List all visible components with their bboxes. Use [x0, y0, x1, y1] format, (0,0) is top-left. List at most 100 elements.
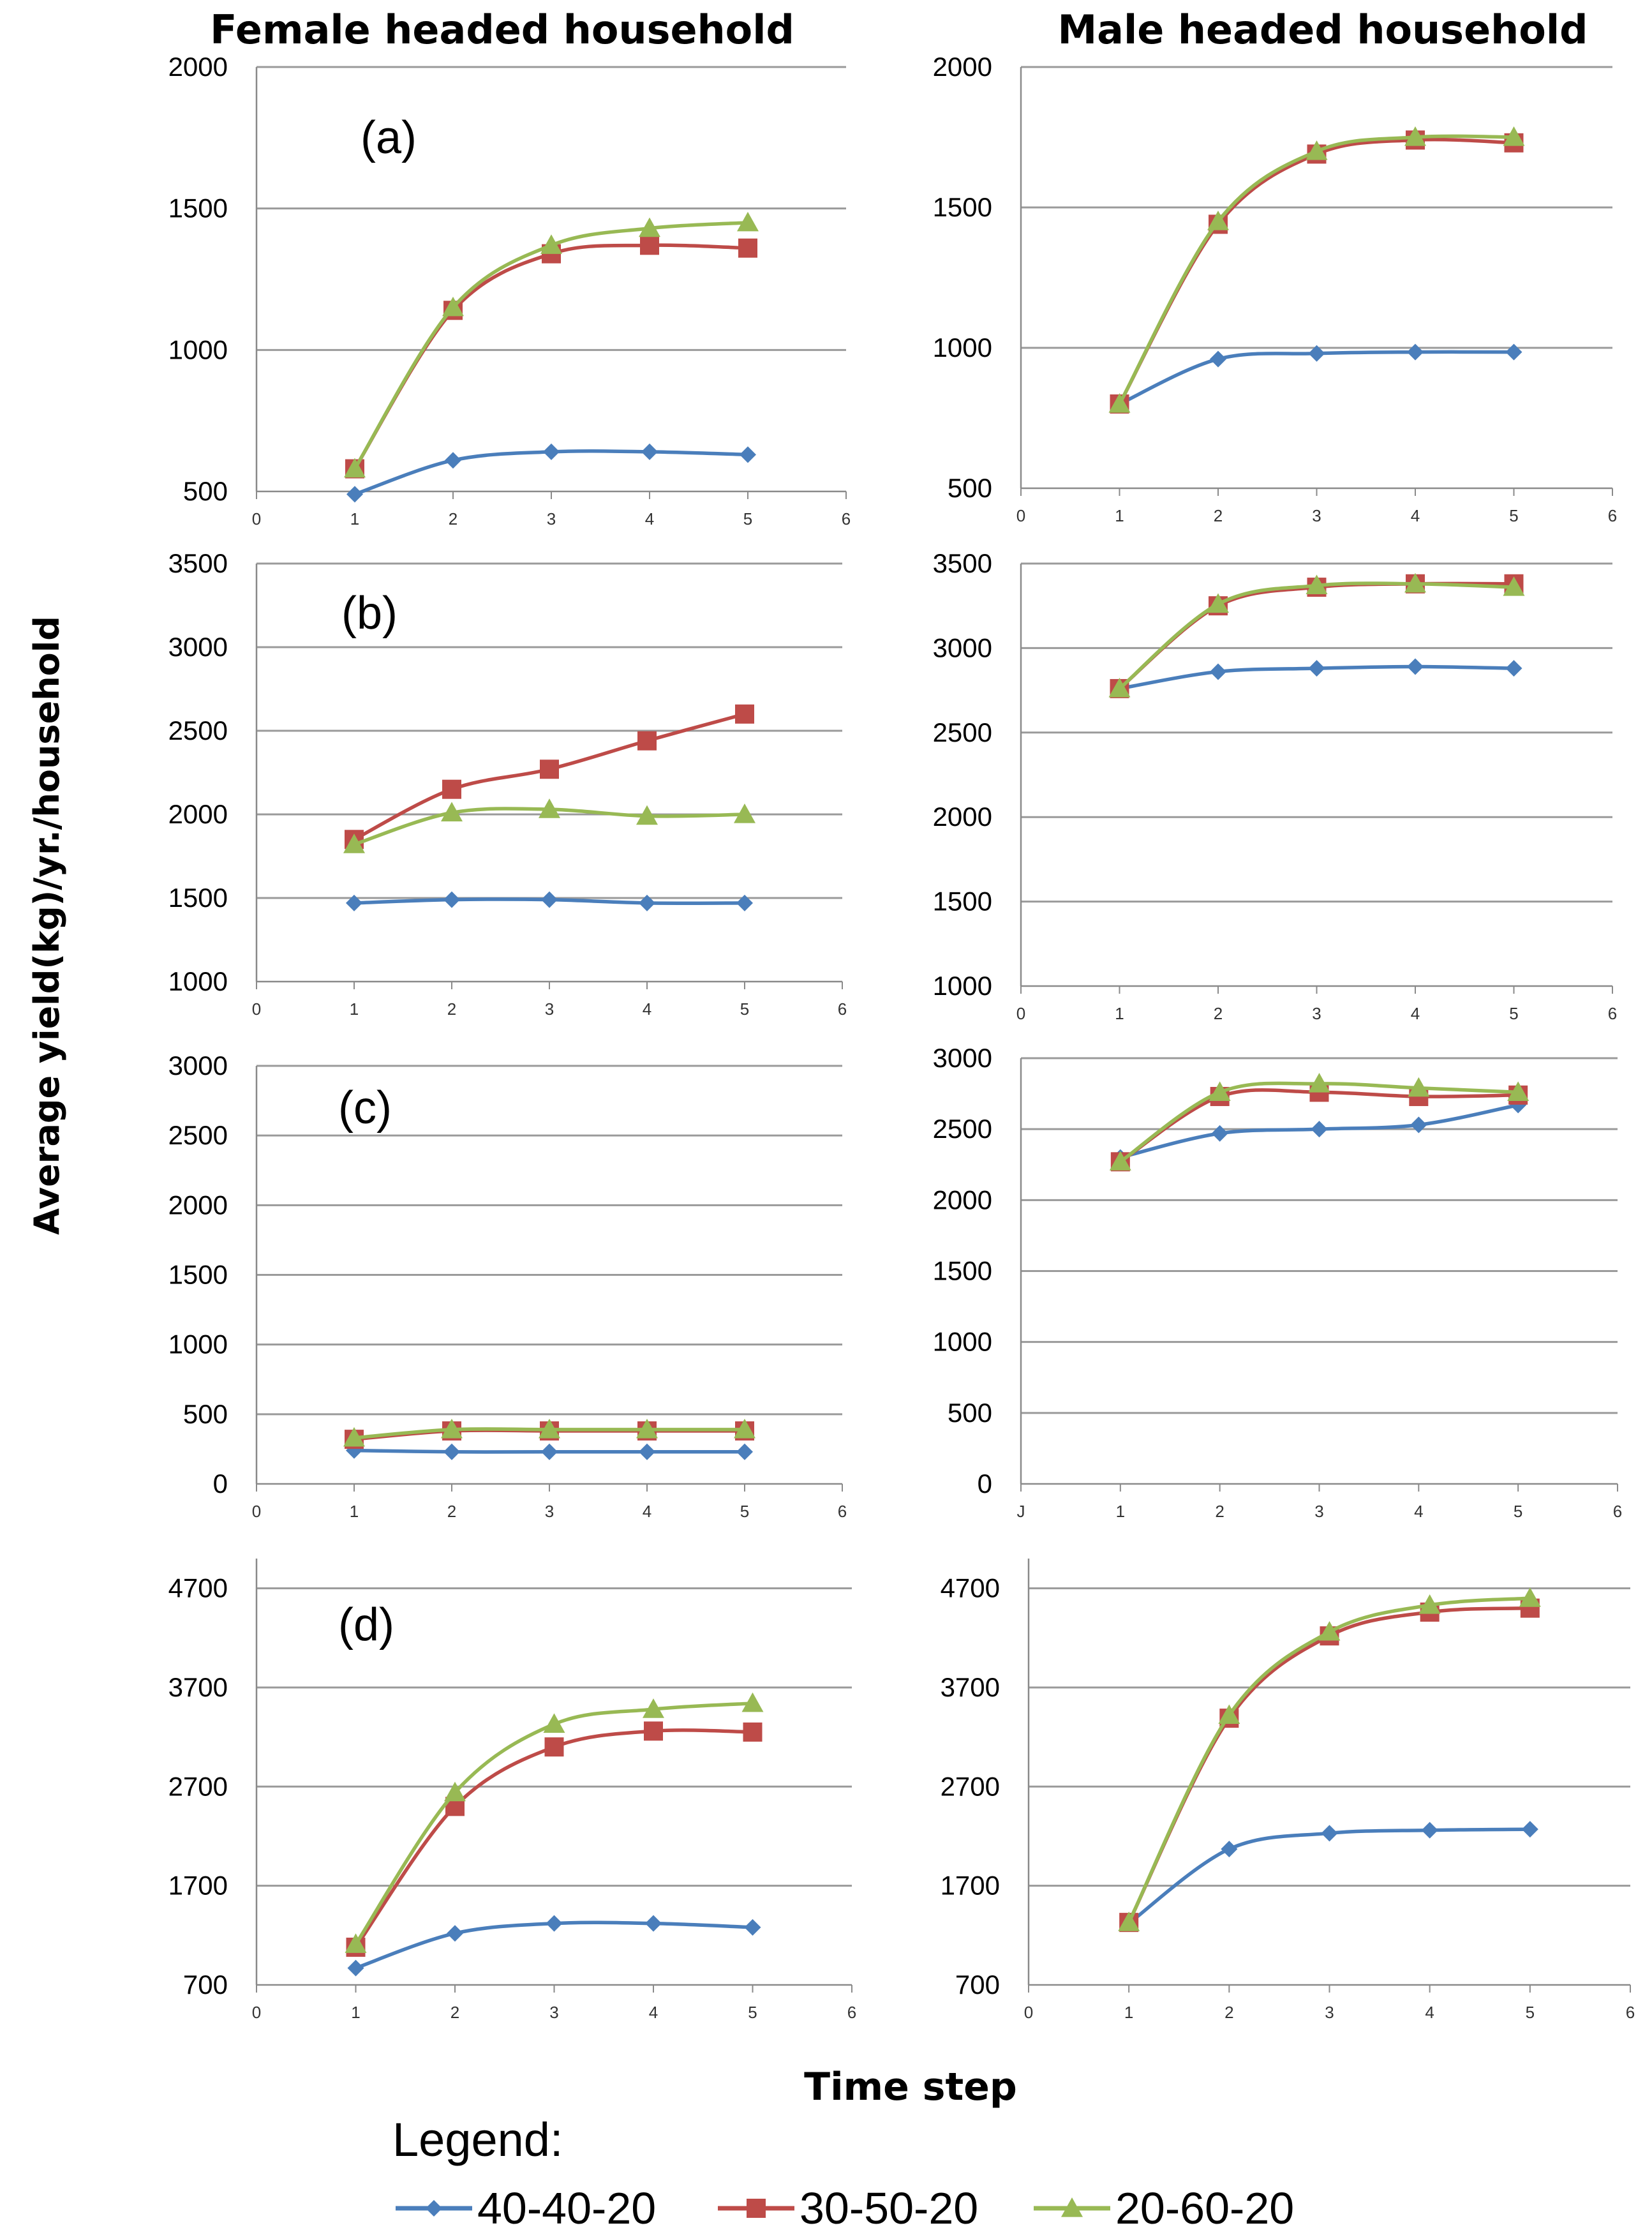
- x-tick-label: 0: [252, 509, 261, 528]
- x-tick-label: 1: [350, 509, 359, 528]
- y-tick-label: 500: [183, 1399, 228, 1429]
- x-tick-label: 1: [1115, 506, 1124, 525]
- data-point-20-60-20: [543, 1713, 565, 1733]
- chart-panel-5: 0 500 1000 1500 2000 2500 3000 0 1 2 3 4 5 6 (c): [168, 1051, 847, 1521]
- data-point-40-40-20: [541, 891, 558, 908]
- data-point-40-40-20: [445, 452, 461, 469]
- x-tick-label: 5: [748, 2003, 757, 2022]
- y-tick-label: 1500: [168, 883, 228, 913]
- data-point-20-60-20: [442, 296, 464, 317]
- y-tick-label: 1000: [168, 966, 228, 996]
- x-tick-label: 4: [1411, 506, 1420, 525]
- data-point-30-50-20: [640, 236, 659, 255]
- y-tick-label: 700: [183, 1970, 228, 2000]
- data-point-20-60-20: [1108, 677, 1131, 698]
- data-point-40-40-20: [1211, 1125, 1228, 1142]
- x-tick-label: 1: [350, 999, 359, 1019]
- x-axis-label: Time step: [804, 2065, 1017, 2109]
- data-point-30-50-20: [540, 759, 559, 779]
- x-tick-label: 4: [649, 2003, 658, 2022]
- y-tick-label: 500: [948, 1398, 992, 1428]
- data-point-20-60-20: [1503, 576, 1525, 596]
- legend: Legend: 40-40-20 30-50-20 20-60-20: [392, 2113, 1294, 2233]
- data-point-40-40-20: [1321, 1825, 1338, 1842]
- x-tick-label: 2: [1214, 1004, 1223, 1023]
- y-tick-label: 2500: [168, 715, 228, 745]
- y-tick-label: 500: [948, 473, 992, 503]
- y-tick-label: 2000: [168, 52, 228, 82]
- y-tick-label: 1000: [168, 334, 228, 364]
- legend-marker-40-40-20: [426, 2200, 442, 2217]
- data-point-20-60-20: [1209, 1081, 1231, 1101]
- x-tick-label: 6: [847, 2003, 856, 2022]
- x-tick-label: 3: [549, 2003, 558, 2022]
- data-point-20-60-20: [539, 798, 560, 818]
- data-point-20-60-20: [1207, 593, 1229, 613]
- x-tick-label: 5: [740, 1502, 749, 1521]
- data-point-40-40-20: [541, 1443, 558, 1460]
- data-point-40-40-20: [346, 894, 362, 911]
- x-tick-label: 6: [1608, 506, 1617, 525]
- data-point-40-40-20: [1407, 343, 1424, 361]
- data-point-20-60-20: [1207, 211, 1229, 230]
- x-tick-label: 5: [743, 509, 752, 528]
- x-tick-label: 5: [1514, 1502, 1522, 1521]
- chart-panel-1: 500 1000 1500 2000 0 1 2 3 4 5 6 (a): [168, 52, 851, 528]
- data-point-20-60-20: [539, 1418, 560, 1439]
- x-tick-label: 6: [842, 509, 851, 528]
- data-point-20-60-20: [441, 802, 463, 821]
- series-line-20-60-20: [353, 1702, 755, 1947]
- data-point-40-40-20: [1410, 1116, 1427, 1133]
- legend-marker-20-60-20: [1061, 2197, 1083, 2217]
- y-axis-label: Average yield(kg)/yr./household: [27, 616, 67, 1235]
- data-point-40-40-20: [736, 894, 753, 911]
- data-point-20-60-20: [444, 1781, 466, 1802]
- data-point-20-60-20: [1507, 1081, 1529, 1101]
- x-tick-label: 0: [1016, 506, 1025, 525]
- x-tick-label: 5: [1509, 1004, 1518, 1023]
- data-point-40-40-20: [443, 891, 460, 908]
- y-tick-label: 1500: [933, 192, 992, 222]
- data-point-40-40-20: [1210, 350, 1226, 368]
- column-title-female: Female headed household: [210, 6, 794, 53]
- x-tick-label: 5: [740, 999, 749, 1019]
- data-point-40-40-20: [1308, 660, 1325, 677]
- y-tick-label: 500: [183, 476, 228, 506]
- x-tick-label: 2: [449, 509, 458, 528]
- y-tick-label: 3000: [933, 632, 992, 662]
- x-tick-label: 4: [1425, 2003, 1434, 2022]
- x-tick-label: 3: [547, 509, 556, 528]
- data-point-40-40-20: [346, 486, 363, 503]
- series-line-40-40-20: [1127, 1827, 1532, 1926]
- y-tick-label: 3000: [168, 1051, 228, 1081]
- chart-panel-3: 1000 1500 2000 2500 3000 3500 0 1 2 3 4 5 6 (b): [168, 548, 847, 1019]
- data-point-40-40-20: [546, 1915, 563, 1932]
- data-point-30-50-20: [637, 731, 657, 751]
- data-point-20-60-20: [639, 217, 660, 237]
- x-tick-label: 2: [450, 2003, 459, 2022]
- y-tick-label: 4700: [941, 1573, 1000, 1603]
- y-tick-label: 1700: [168, 1871, 228, 1901]
- x-tick-label: 2: [1224, 2003, 1233, 2022]
- data-point-20-60-20: [1404, 572, 1426, 593]
- y-tick-label: 2500: [168, 1120, 228, 1150]
- data-point-20-60-20: [344, 458, 366, 478]
- data-point-40-40-20: [1407, 658, 1424, 675]
- y-tick-label: 2500: [933, 1114, 992, 1144]
- y-tick-label: 2000: [168, 799, 228, 829]
- panel-label: (d): [338, 1599, 394, 1650]
- chart-panel-4: 1000 1500 2000 2500 3000 3500 0 1 2 3 4 5 6: [933, 548, 1618, 1023]
- x-tick-label: 1: [350, 1502, 359, 1521]
- data-point-40-40-20: [641, 443, 658, 460]
- data-point-30-50-20: [735, 704, 754, 724]
- legend-title: Legend:: [392, 2113, 563, 2166]
- data-point-20-60-20: [1418, 1594, 1441, 1614]
- x-tick-label: 4: [1411, 1004, 1420, 1023]
- y-tick-label: 3000: [933, 1043, 992, 1073]
- panel-label: (a): [361, 112, 417, 163]
- legend-label: 30-50-20: [800, 2183, 978, 2233]
- data-point-40-40-20: [1308, 345, 1325, 362]
- data-point-20-60-20: [636, 805, 658, 825]
